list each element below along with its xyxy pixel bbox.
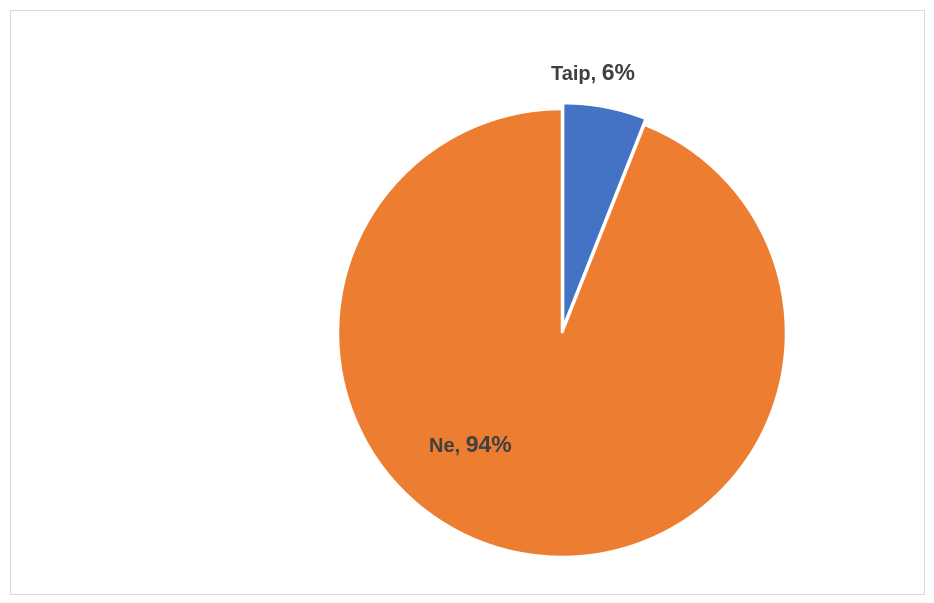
data-label-taip: Taip, 6% [551, 59, 635, 85]
pie-slice-ne [336, 107, 788, 559]
chart-area: Taip, 6% Ne, 94% [10, 10, 925, 595]
data-label-ne: Ne, 94% [429, 431, 512, 457]
pie-slices [336, 101, 788, 559]
pie-chart: Taip, 6% Ne, 94% [336, 59, 788, 559]
pie-slice-taip [561, 101, 648, 328]
